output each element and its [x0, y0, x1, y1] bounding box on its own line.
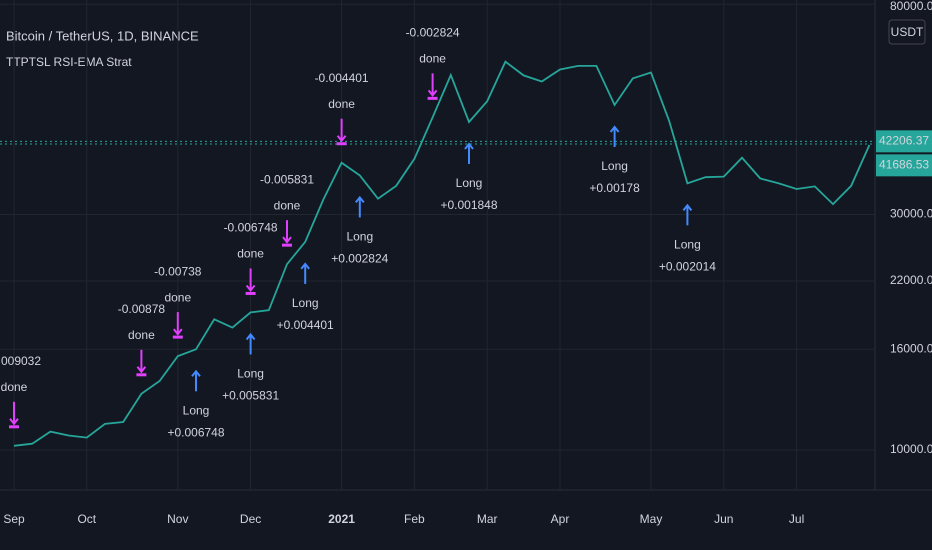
exit-text: -0.00878 — [118, 302, 166, 316]
currency-label[interactable]: USDT — [891, 25, 924, 39]
x-tick-label: Jul — [789, 512, 804, 526]
price-badge — [876, 154, 932, 177]
entry-note: +0.005831 — [222, 389, 279, 403]
exit-note: done — [274, 198, 301, 212]
entry-arrow-head — [682, 203, 693, 211]
exit-text: -0.004401 — [315, 71, 369, 85]
exit-note: done — [164, 290, 191, 304]
x-tick-label: Feb — [404, 512, 425, 526]
entry-note: +0.002014 — [659, 259, 716, 273]
exit-arrow-head — [136, 366, 147, 374]
exit-note: done — [419, 52, 446, 66]
entry-text: Long — [237, 367, 264, 381]
currency-button[interactable] — [888, 19, 926, 45]
x-tick-label: May — [640, 512, 663, 526]
exit-text: -0.00738 — [154, 264, 202, 278]
exit-arrow-head — [9, 418, 19, 426]
exit-note: done — [1, 380, 28, 394]
entry-arrow-head — [355, 195, 365, 204]
entry-text: Long — [292, 296, 319, 310]
exit-text: -0.002824 — [406, 26, 460, 40]
entry-text: Long — [183, 403, 210, 417]
entry-note: +0.00178 — [589, 181, 640, 195]
exit-arrow-head — [173, 328, 183, 336]
entry-arrow-head — [191, 369, 201, 377]
price-badge — [876, 130, 932, 153]
entry-text: Long — [346, 230, 373, 244]
exit-note: done — [237, 247, 264, 261]
exit-text: -0.006748 — [224, 221, 278, 235]
exit-text: -0.005831 — [260, 172, 314, 186]
exit-arrow-head — [282, 236, 292, 244]
entry-note: +0.002824 — [331, 252, 388, 266]
entry-text: Long — [601, 159, 628, 173]
entry-note: +0.004401 — [277, 318, 334, 332]
x-tick-label: Oct — [77, 512, 96, 526]
exit-note: done — [128, 328, 155, 342]
entry-arrow-head — [300, 262, 310, 270]
x-tick-label: Dec — [240, 512, 261, 526]
y-tick-label: 80000.00 — [890, 0, 932, 13]
y-tick-label: 10000.00 — [890, 442, 932, 456]
exit-note: done — [328, 97, 355, 111]
indicator-name: TTPTSL RSI-EMA Strat — [6, 55, 132, 69]
price-badge-label: 41686.53 — [879, 158, 929, 172]
exit-arrow-head — [427, 89, 438, 97]
entry-text: Long — [674, 237, 701, 251]
y-tick-label: 30000.00 — [890, 207, 932, 221]
x-tick-label: Nov — [167, 512, 188, 526]
price-badge-label: 42206.37 — [879, 134, 929, 148]
entry-arrow-head — [609, 125, 620, 133]
x-tick-label: Apr — [551, 512, 570, 526]
x-tick-label: Sep — [3, 512, 25, 526]
exit-arrow-head — [245, 284, 256, 293]
entry-text: Long — [456, 176, 483, 190]
x-tick-label: 2021 — [328, 512, 355, 526]
entry-note: +0.006748 — [167, 425, 224, 439]
entry-arrow-head — [245, 332, 256, 341]
entry-arrow-head — [464, 142, 474, 150]
entry-note: +0.001848 — [440, 198, 497, 212]
y-tick-label: 22000.00 — [890, 273, 932, 287]
x-tick-label: Jun — [714, 512, 733, 526]
x-tick-label: Mar — [477, 512, 498, 526]
chart-title: Bitcoin / TetherUS, 1D, BINANCE — [6, 28, 199, 43]
y-tick-label: 16000.00 — [890, 341, 932, 355]
price-line-series — [13, 60, 871, 447]
exit-arrow-head — [336, 135, 347, 143]
exit-text: -0.009032 — [0, 354, 41, 368]
